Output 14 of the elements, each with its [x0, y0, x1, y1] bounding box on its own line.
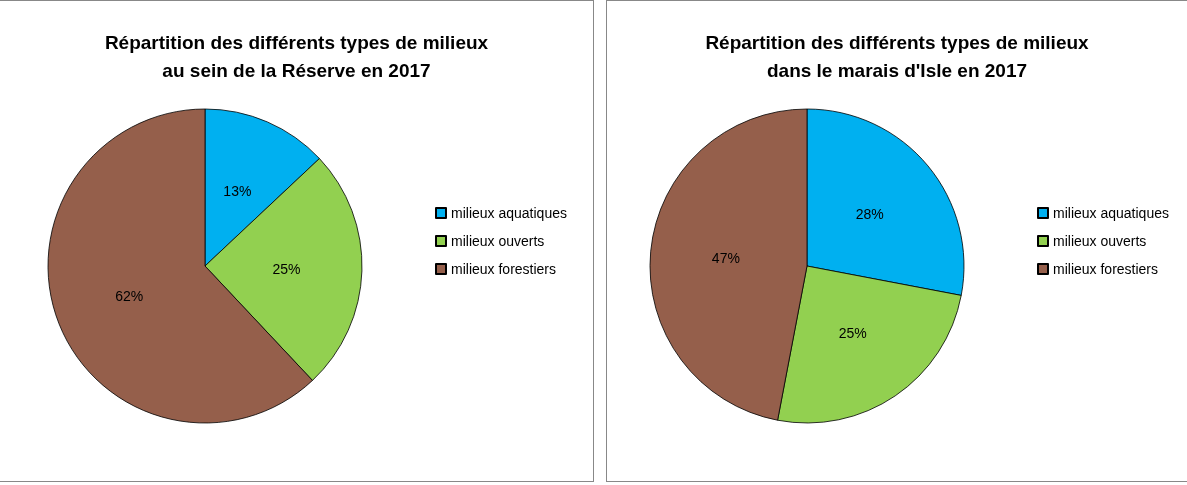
legend-label: milieux ouverts: [1053, 233, 1147, 249]
legend-label: milieux ouverts: [451, 233, 545, 249]
data-label: 13%: [223, 183, 252, 200]
legend-label: milieux aquatiques: [451, 205, 567, 221]
data-label: 62%: [115, 288, 144, 304]
data-label: 25%: [272, 260, 301, 277]
chart-title: Répartition des différents types de milieux au sein de la Réserve en 2017: [104, 31, 489, 81]
data-label: 28%: [855, 206, 884, 223]
data-label: 25%: [838, 325, 867, 342]
data-label: 47%: [711, 250, 740, 267]
chart-title: Répartition des différents types de milieux dans le marais d'Isle en 2017: [705, 31, 1090, 81]
legend-label: milieux forestiers: [451, 261, 557, 277]
legend-label: milieux aquatiques: [1053, 205, 1169, 221]
legend-label: milieux forestiers: [1053, 261, 1159, 277]
